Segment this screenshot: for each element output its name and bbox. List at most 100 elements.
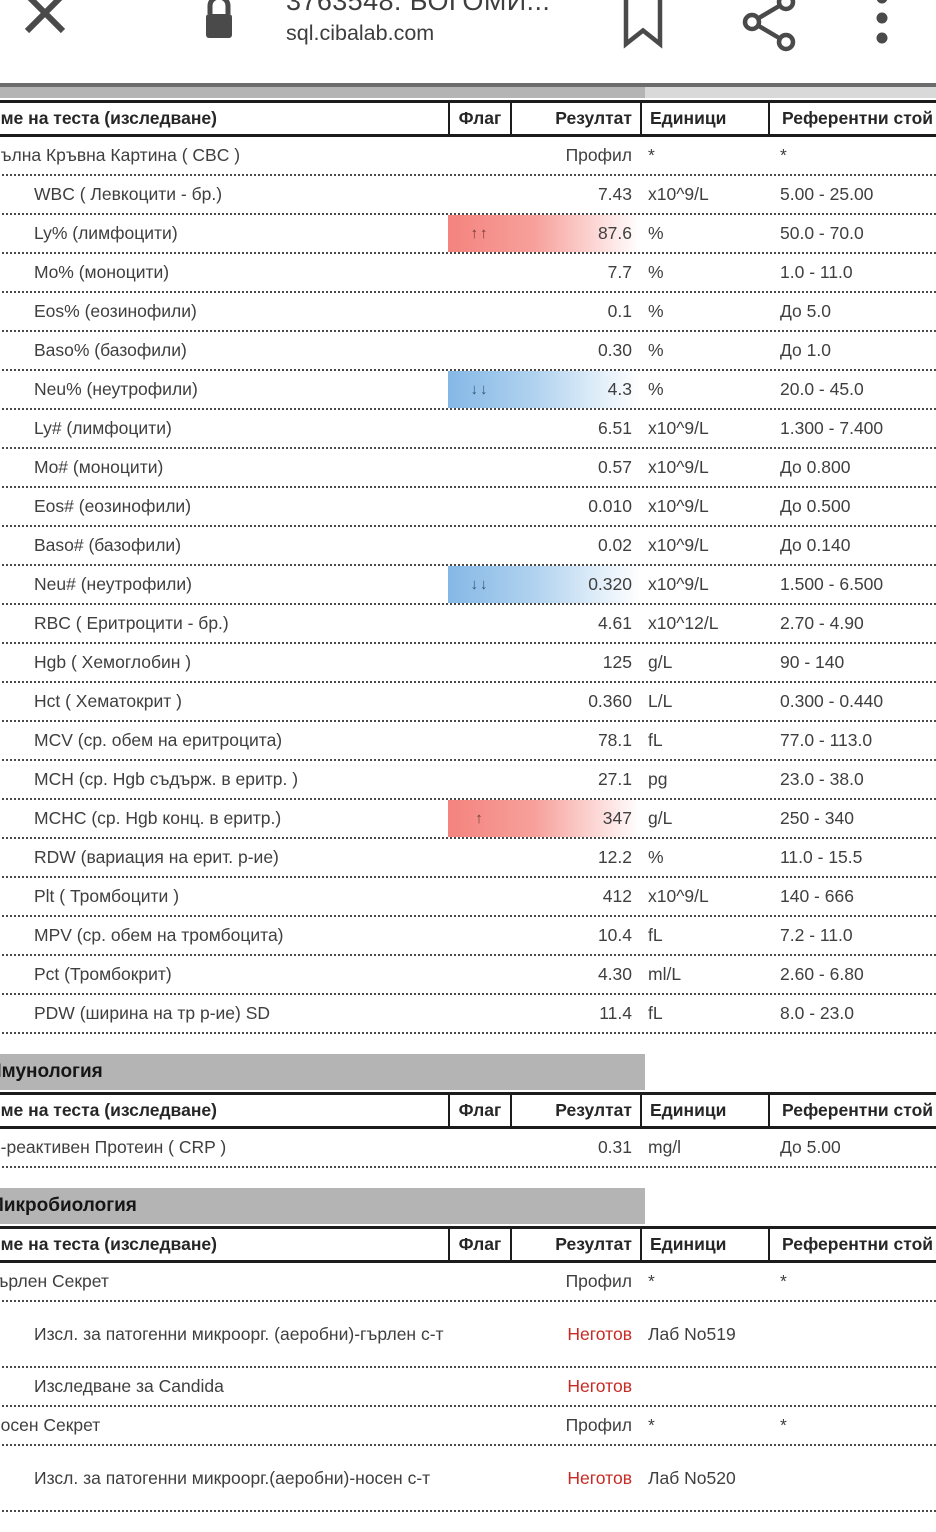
- overflow-menu-icon[interactable]: [868, 0, 896, 52]
- flag-cell: [448, 488, 512, 525]
- table-row: Гърлен Секрет Профил * *: [0, 1263, 936, 1302]
- reference-range: 0.300 - 0.440: [780, 691, 884, 711]
- result-value: 4.61: [597, 613, 632, 633]
- table-row: Mo% (моноцити) 7.7 % 1.0 - 11.0: [0, 254, 936, 293]
- table-row: Baso% (базофили) 0.30 % До 1.0: [0, 332, 936, 371]
- test-name: PDW (ширина на тр р-ие) SD: [34, 1003, 271, 1023]
- flag-result-group: 12.2: [448, 839, 640, 876]
- units-value: x10^12/L: [648, 613, 719, 633]
- reference-range: 8.0 - 23.0: [780, 1003, 854, 1023]
- units-value: ml/L: [648, 964, 682, 984]
- column-header-units: Единици: [640, 1095, 768, 1126]
- units-value: fL: [648, 925, 663, 945]
- test-name: Hgb ( Хемоглобин ): [34, 652, 192, 672]
- test-name: Изсл. за патогенни микроорг.(аеробни)-но…: [34, 1467, 431, 1488]
- reference-range: *: [780, 145, 787, 165]
- table-row: Hct ( Хематокрит ) 0.360 L/L 0.300 - 0.4…: [0, 683, 936, 722]
- units-value: fL: [648, 730, 663, 750]
- units-value: mg/l: [648, 1137, 682, 1157]
- test-name: WBC ( Левкоцити - бр.): [34, 184, 223, 204]
- units-value: *: [648, 145, 655, 165]
- result-value: 0.02: [597, 535, 632, 555]
- test-name: Plt ( Тромбоцити ): [34, 886, 180, 906]
- reference-range: 23.0 - 38.0: [780, 769, 864, 789]
- browser-top-bar: 3763548: БОГОМИ... sql.cibalab.com: [0, 0, 936, 83]
- flag-cell: ↓↓: [448, 371, 512, 408]
- column-header-test-name: Име на теста (изследване): [0, 108, 217, 128]
- flag-cell: [448, 449, 512, 486]
- table-row: Neu% (неутрофили) ↓↓ 4.3 % 20.0 - 45.0: [0, 371, 936, 410]
- flag-cell: [448, 332, 512, 369]
- result-section: Име на теста (изследване) Флаг Резултат …: [0, 100, 936, 1034]
- flag-cell: [448, 1263, 512, 1300]
- table-header-row: Име на теста (изследване) Флаг Резултат …: [0, 100, 936, 137]
- result-value: 11.4: [599, 1003, 632, 1023]
- flag-result-group: Неготов: [448, 1368, 640, 1405]
- units-value: fL: [648, 1003, 663, 1023]
- page-url: sql.cibalab.com: [286, 21, 435, 45]
- reference-range: 140 - 666: [780, 886, 854, 906]
- test-name: Neu# (неутрофили): [34, 574, 192, 594]
- bookmark-icon[interactable]: [618, 0, 668, 50]
- test-name: Neu% (неутрофили): [34, 379, 198, 399]
- flag-cell: [448, 1446, 512, 1510]
- reference-range: До 5.0: [780, 301, 831, 321]
- test-name: Baso# (базофили): [34, 535, 182, 555]
- flag-result-group: 10.4: [448, 917, 640, 954]
- scrolled-section-band-track: [645, 87, 936, 98]
- table-row: Neu# (неутрофили) ↓↓ 0.320 x10^9/L 1.500…: [0, 566, 936, 605]
- units-value: %: [648, 223, 664, 243]
- units-value: *: [648, 1271, 655, 1291]
- reference-range: 20.0 - 45.0: [780, 379, 864, 399]
- test-name: Изсл. за патогенни микроорг. (аеробни)-г…: [34, 1323, 444, 1344]
- flag-cell: [448, 995, 512, 1032]
- reference-range: До 0.800: [780, 457, 851, 477]
- close-icon[interactable]: [16, 0, 74, 42]
- table-row: WBC ( Левкоцити - бр.) 7.43 x10^9/L 5.00…: [0, 176, 936, 215]
- reference-range: [768, 1302, 936, 1366]
- flag-cell: [448, 683, 512, 720]
- test-name: RDW (вариация на ерит. р-ие): [34, 847, 279, 867]
- flag-result-group: 4.30: [448, 956, 640, 993]
- column-header-reference: Референтни стой: [768, 1095, 936, 1126]
- flag-cell: ↑: [448, 800, 512, 837]
- result-value: Неготов: [567, 1323, 632, 1344]
- units-value: x10^9/L: [648, 574, 709, 594]
- reference-range: До 5.00: [780, 1137, 841, 1157]
- reference-range: [768, 1368, 936, 1405]
- flag-result-group: 4.61: [448, 605, 640, 642]
- units-value: %: [648, 847, 664, 867]
- result-value: 0.1: [607, 301, 632, 321]
- flag-result-group: 0.010: [448, 488, 640, 525]
- reference-range: 1.500 - 6.500: [780, 574, 884, 594]
- reference-range: 2.70 - 4.90: [780, 613, 864, 633]
- result-section: Имунология Име на теста (изследване) Фла…: [0, 1054, 936, 1168]
- result-value: 0.320: [588, 574, 632, 594]
- table-row: Ly# (лимфоцити) 6.51 x10^9/L 1.300 - 7.4…: [0, 410, 936, 449]
- flag-result-group: Профил: [448, 1407, 640, 1444]
- flag-result-group: 0.1: [448, 293, 640, 330]
- reference-range: До 0.500: [780, 496, 851, 516]
- result-value: 4.30: [597, 964, 632, 984]
- units-value: x10^9/L: [648, 886, 709, 906]
- flag-result-group: 0.360: [448, 683, 640, 720]
- reference-range: *: [780, 1271, 787, 1291]
- reference-range: 7.2 - 11.0: [780, 925, 853, 945]
- flag-cell: [448, 176, 512, 213]
- flag-result-group: 6.51: [448, 410, 640, 447]
- result-value: 125: [602, 652, 632, 672]
- flag-cell: [448, 722, 512, 759]
- column-header-flag: Флаг: [448, 1095, 512, 1126]
- result-value: 412: [602, 886, 632, 906]
- table-row: MPV (ср. обем на тромбоцита) 10.4 fL 7.2…: [0, 917, 936, 956]
- result-value: 0.31: [597, 1137, 632, 1157]
- section-band: Микробиология: [0, 1188, 645, 1224]
- result-value: 7.7: [607, 262, 632, 282]
- units-value: x10^9/L: [648, 457, 709, 477]
- column-header-flag: Флаг: [448, 103, 512, 134]
- units-value: %: [648, 340, 664, 360]
- test-name: Eos# (еозинофили): [34, 496, 192, 516]
- share-icon[interactable]: [740, 0, 802, 52]
- result-value: 78.1: [597, 730, 632, 750]
